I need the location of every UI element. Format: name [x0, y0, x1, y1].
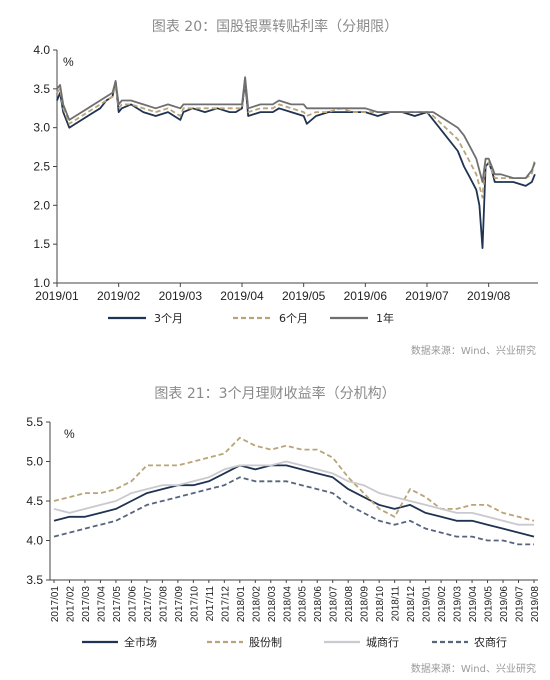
x-tick-label: 2019/01	[422, 586, 433, 623]
y-unit-label: %	[63, 55, 74, 69]
x-tick-label: 2017/06	[127, 586, 138, 623]
legend-label-0: 3个月	[154, 312, 183, 325]
legend-label-3: 农商行	[474, 635, 507, 649]
x-tick-label: 2019/06	[344, 289, 388, 303]
x-tick-label: 2017/12	[220, 586, 231, 623]
y-unit-label: %	[64, 427, 75, 441]
y-tick-label: 4.5	[26, 494, 43, 508]
x-tick-label: 2019/04	[468, 586, 479, 623]
y-tick-label: 3.0	[33, 121, 50, 135]
x-tick-label: 2019/02	[97, 289, 141, 303]
chart-wealth-yield-by-institution: 3.5 4.0 4.5 5.0 5.5% 2017/01 2017/02 2017/03 201…	[26, 415, 541, 649]
x-tick-label: 2017/04	[96, 586, 107, 623]
chart-rates-by-tenor: 1.0 1.5 2.0 2.5 3.0 3.5 4.0% 2019/01 2019/02 2019…	[33, 43, 538, 325]
y-tick-label: 4.0	[26, 534, 43, 548]
x-tick-label: 2019/03	[159, 289, 203, 303]
y-tick-label: 3.5	[33, 82, 50, 96]
series-line-1	[53, 436, 535, 522]
series-line-2	[56, 76, 536, 183]
source-note-21: 数据来源：Wind、兴业研究	[410, 664, 536, 675]
series-line-3	[53, 476, 534, 546]
source-note-20: 数据来源：Wind、兴业研究	[410, 346, 536, 357]
x-tick-label: 2017/08	[158, 586, 169, 623]
x-tick-label: 2019/06	[499, 586, 510, 623]
chart-title-20: 图表 20：国股银票转贴利率（分期限）	[151, 19, 399, 35]
chart-title-21: 图表 21：3个月理财收益率（分机构）	[154, 386, 396, 402]
legend: 3个月 6个月 1年	[108, 311, 394, 325]
y-tick-label: 3.5	[26, 573, 43, 587]
series-line-1	[56, 76, 536, 199]
x-tick-label: 2019/08	[530, 586, 541, 623]
y-tick-label: 2.0	[33, 198, 50, 212]
x-tick-label: 2019/03	[453, 586, 464, 623]
y-tick-label: 5.5	[26, 415, 43, 429]
x-tick-label: 2019/08	[467, 289, 511, 303]
x-tick-label: 2017/10	[189, 586, 200, 623]
x-tick-label: 2017/01	[50, 586, 61, 623]
x-tick-label: 2018/02	[251, 586, 262, 623]
x-tick-label: 2018/01	[236, 586, 247, 623]
x-tick-label: 2019/04	[220, 289, 264, 303]
y-tick-label: 4.0	[33, 43, 50, 57]
y-tick-label: 1.5	[33, 237, 50, 251]
legend-label-1: 6个月	[279, 312, 308, 325]
x-tick-label: 2018/07	[329, 586, 340, 623]
x-tick-label: 2018/03	[267, 586, 278, 623]
legend-label-2: 1年	[376, 311, 394, 325]
y-tick-label: 2.5	[33, 160, 50, 174]
x-tick-label: 2018/06	[313, 586, 324, 623]
x-tick-label: 2019/05	[484, 586, 495, 623]
x-tick-label: 2017/11	[205, 586, 216, 622]
x-tick-label: 2017/03	[81, 586, 92, 623]
x-tick-label: 2018/11	[391, 586, 402, 622]
x-tick-label: 2019/01	[35, 289, 79, 303]
y-tick-label: 1.0	[33, 276, 50, 290]
series-line-0	[53, 464, 535, 538]
legend-label-1: 股份制	[249, 636, 282, 649]
x-tick-label: 2019/02	[437, 586, 448, 623]
y-tick-label: 5.0	[26, 455, 43, 469]
x-tick-label: 2018/12	[406, 586, 417, 623]
series-line-2	[53, 460, 534, 526]
x-tick-label: 2018/04	[282, 586, 293, 623]
legend-label-2: 城商行	[366, 635, 399, 649]
x-tick-label: 2018/05	[298, 586, 309, 623]
x-tick-label: 2018/10	[375, 586, 386, 623]
x-tick-label: 2018/08	[344, 586, 355, 623]
legend-label-0: 全市场	[124, 635, 157, 649]
x-tick-label: 2018/09	[360, 586, 371, 623]
x-tick-label: 2019/07	[405, 289, 449, 303]
x-tick-label: 2017/02	[65, 586, 76, 623]
x-tick-label: 2017/05	[112, 586, 123, 623]
x-tick-label: 2019/07	[515, 586, 526, 623]
x-tick-label: 2017/07	[143, 586, 154, 623]
x-tick-label: 2019/05	[282, 289, 326, 303]
series-line-0	[56, 80, 536, 250]
legend: 全市场 股份制 城商行 农商行	[82, 635, 507, 649]
x-tick-label: 2017/09	[174, 586, 185, 623]
